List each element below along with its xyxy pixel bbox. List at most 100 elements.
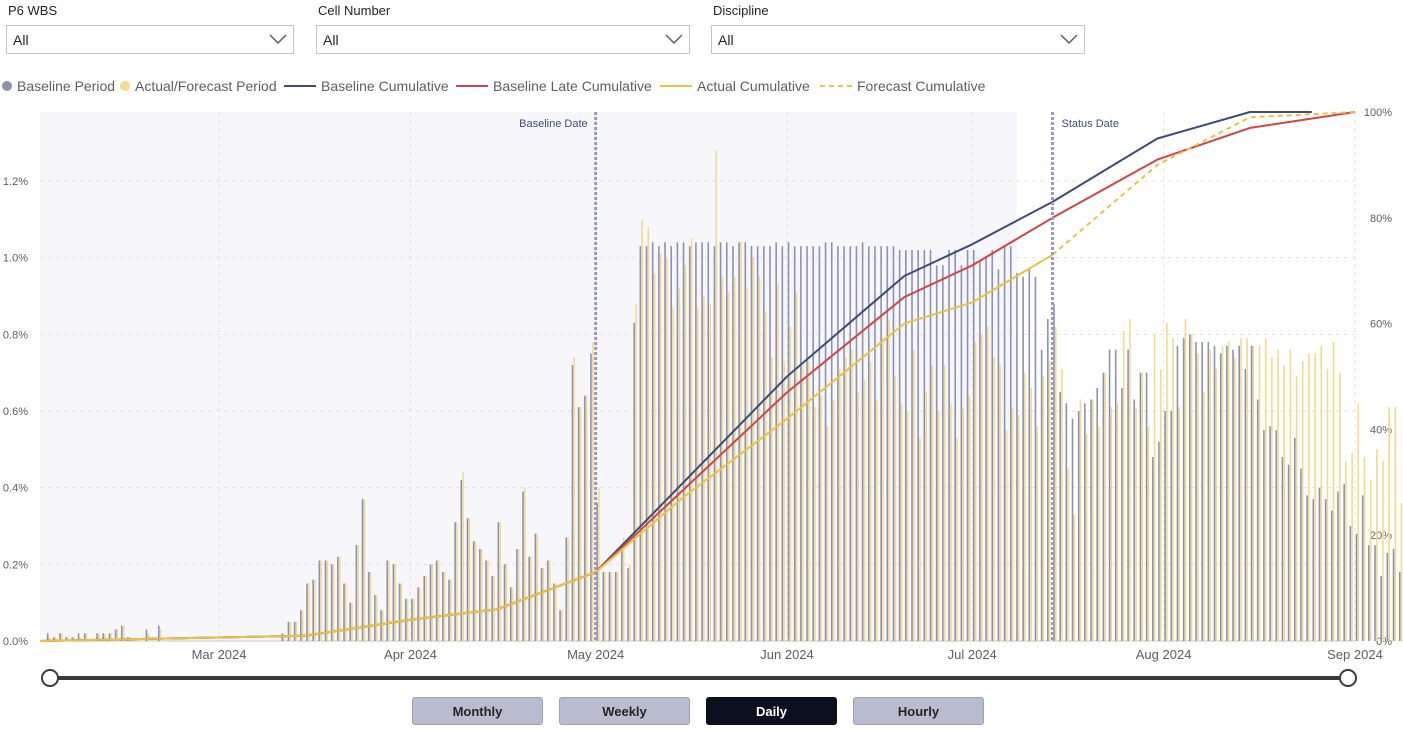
baseline-period-bar	[1195, 342, 1197, 641]
actual-forecast-period-bar	[524, 487, 526, 641]
baseline-period-bar	[1380, 575, 1382, 641]
baseline-shaded-region	[40, 112, 1017, 641]
actual-forecast-period-bar	[789, 326, 792, 641]
actual-forecast-period-bar	[548, 560, 551, 641]
hourly-button[interactable]: Hourly	[853, 697, 984, 725]
actual-forecast-period-bar	[110, 633, 113, 641]
baseline-period-bar	[565, 537, 568, 641]
baseline-period-bar	[114, 629, 117, 641]
actual-forecast-period-bar	[1314, 353, 1316, 641]
baseline-period-bar	[1182, 338, 1185, 641]
baseline-period-bar	[775, 242, 777, 642]
baseline-period-bar	[824, 242, 827, 642]
dropdown-value: All	[323, 32, 339, 48]
y-axis-right: 0% 20% 40% 60% 80% 100%	[1364, 107, 1392, 648]
actual-forecast-period-bar	[289, 621, 292, 641]
actual-forecast-period-bar	[1024, 372, 1026, 641]
legend-item-actual-forecast-period[interactable]: Actual/Forecast Period	[120, 78, 277, 94]
baseline-period-bar	[423, 575, 426, 641]
actual-forecast-period-bar	[857, 391, 860, 641]
baseline-period-bar	[330, 564, 333, 641]
baseline-period-bar	[306, 583, 308, 641]
actual-forecast-period-bar	[1122, 330, 1125, 641]
daily-button[interactable]: Daily	[706, 697, 837, 725]
baseline-period-bar	[1145, 372, 1148, 641]
legend-item-baseline-period[interactable]: Baseline Period	[2, 78, 115, 94]
y-tick-label: 1.2%	[3, 176, 28, 188]
slider-handle-end[interactable]	[1339, 669, 1357, 687]
actual-forecast-period-bar	[1240, 338, 1242, 641]
baseline-period-bar	[1368, 545, 1370, 641]
baseline-period-bar	[59, 633, 61, 641]
baseline-period-bar	[781, 246, 784, 641]
actual-forecast-period-bar	[894, 376, 897, 641]
actual-forecast-period-bar	[419, 587, 421, 641]
baseline-period-bar	[497, 522, 500, 641]
actual-forecast-period-bar	[67, 637, 69, 641]
baseline-period-bar	[516, 549, 518, 641]
actual-forecast-period-bar	[1351, 453, 1353, 641]
baseline-period-bar	[1034, 276, 1037, 641]
p6-wbs-dropdown[interactable]: All	[6, 25, 294, 54]
actual-forecast-period-bar	[1129, 319, 1131, 641]
baseline-period-bar	[1065, 403, 1068, 641]
baseline-period-bar	[392, 564, 395, 641]
baseline-period-bar	[867, 246, 870, 641]
actual-forecast-period-bar	[54, 637, 57, 641]
baseline-period-bar	[954, 250, 957, 641]
baseline-period-bar	[454, 522, 456, 641]
actual-forecast-period-bar	[937, 411, 940, 641]
baseline-period-bar	[670, 246, 673, 641]
dot-icon	[2, 81, 12, 91]
actual-forecast-period-bar	[1011, 407, 1014, 641]
actual-forecast-period-bar	[1264, 338, 1267, 641]
baseline-period-bar	[676, 242, 679, 642]
baseline-period-bar	[71, 637, 74, 641]
y-right-tick-label: 20%	[1370, 530, 1392, 542]
dropdown-value: All	[718, 32, 734, 48]
baseline-period-bar	[158, 625, 160, 641]
baseline-period-bar	[479, 549, 481, 641]
baseline-period-bar	[337, 556, 339, 641]
annotation-label: Status Date	[1061, 118, 1118, 130]
actual-forecast-period-bar	[1079, 399, 1082, 641]
y-axis-left: 0.0% 0.2% 0.4% 0.6% 0.8% 1.0% 1.2%	[3, 176, 28, 648]
baseline-period-bar	[800, 246, 802, 641]
actual-forecast-period-bar	[116, 629, 119, 641]
baseline-period-bar	[441, 572, 444, 641]
baseline-period-bar	[1331, 510, 1333, 641]
actual-forecast-period-bar	[1345, 460, 1347, 641]
baseline-period-bar	[318, 560, 321, 641]
baseline-period-bar	[1213, 345, 1216, 641]
baseline-period-bar	[1269, 426, 1271, 641]
slider-handle-start[interactable]	[41, 669, 59, 687]
monthly-button[interactable]: Monthly	[412, 697, 543, 725]
baseline-period-bar	[633, 322, 635, 641]
legend-item-forecast-cumulative[interactable]: Forecast Cumulative	[820, 78, 985, 94]
annotations: Baseline Date Status Date	[519, 112, 1119, 641]
weekly-button[interactable]: Weekly	[559, 697, 690, 725]
actual-forecast-period-bar	[610, 572, 613, 641]
actual-forecast-period-bar	[326, 560, 329, 641]
dot-icon	[120, 81, 130, 91]
legend-item-actual-cumulative[interactable]: Actual Cumulative	[660, 78, 810, 94]
baseline-period-bar	[917, 250, 919, 641]
cell-number-dropdown[interactable]: All	[316, 25, 690, 54]
actual-forecast-period-bar	[721, 276, 724, 641]
baseline-period-bar	[83, 633, 86, 641]
actual-forecast-period-bar	[542, 568, 545, 641]
discipline-dropdown[interactable]: All	[711, 25, 1085, 54]
baseline-period-bar	[1022, 276, 1024, 641]
baseline-period-bar	[923, 250, 926, 641]
legend-item-baseline-cumulative[interactable]: Baseline Cumulative	[284, 78, 449, 94]
actual-forecast-period-bar	[85, 633, 88, 641]
actual-forecast-period-bar	[943, 365, 946, 641]
actual-forecast-period-bar	[1394, 407, 1397, 641]
actual-forecast-period-bar	[906, 411, 909, 641]
line-icon	[456, 85, 488, 87]
actual-forecast-period-bar	[1308, 353, 1310, 641]
baseline-period-bar	[503, 564, 506, 641]
legend-item-baseline-late-cumulative[interactable]: Baseline Late Cumulative	[456, 78, 652, 94]
actual-forecast-period-bar	[1400, 503, 1403, 641]
baseline-period-bar	[608, 572, 611, 641]
